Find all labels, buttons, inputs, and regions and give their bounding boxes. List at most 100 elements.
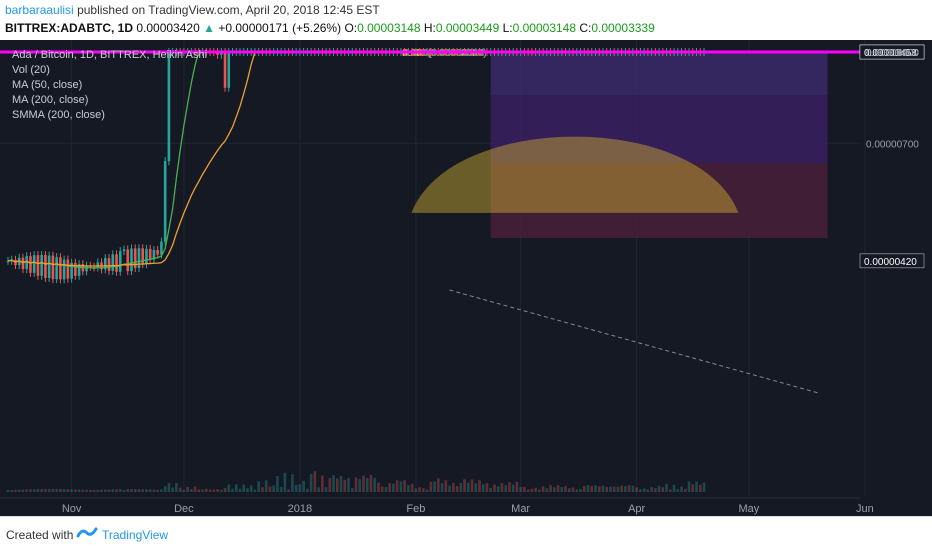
volume-bar: [582, 485, 586, 492]
volume-bar: [29, 489, 32, 492]
volume-bar: [264, 480, 268, 492]
volume-bar: [384, 487, 388, 492]
y-tick-label: 0.00004000: [866, 48, 919, 59]
volume-bar: [343, 479, 347, 492]
price-candle: [40, 254, 43, 276]
volume-bar: [553, 487, 556, 492]
volume-bar: [612, 486, 616, 492]
y-tick-label: 0.00009000: [866, 48, 919, 59]
volume-bar: [661, 487, 665, 492]
volume-bar: [575, 489, 579, 492]
volume-bar: [160, 489, 163, 492]
chart-area[interactable]: 4.236(0.00009499)3.618(0.00008357)2.618(…: [0, 40, 932, 516]
x-tick-label: Dec: [174, 503, 194, 515]
volume-bar: [579, 488, 582, 492]
price-tag-label: 0.00000420: [864, 257, 917, 268]
volume-bar: [657, 485, 661, 492]
price-candle: [92, 266, 96, 268]
volume-bar: [44, 489, 47, 492]
volume-bar: [493, 484, 496, 492]
y-tick-label: 0.00001200: [866, 48, 919, 59]
volume-bar: [32, 489, 36, 492]
volume-bar: [77, 489, 81, 492]
volume-bar: [564, 486, 567, 492]
volume-bar: [388, 483, 391, 492]
volume-bar: [392, 483, 395, 492]
footer-bar: Created with TradingView: [0, 516, 932, 551]
volume-bar: [440, 483, 444, 492]
volume-bar: [216, 488, 219, 492]
volume-bar: [231, 488, 234, 492]
volume-bar: [451, 482, 455, 492]
volume-bar: [373, 477, 377, 492]
volume-bar: [148, 489, 152, 492]
volume-bar: [485, 483, 489, 492]
volume-bar: [669, 489, 672, 492]
price-candle: [115, 254, 118, 272]
volume-bar: [691, 484, 695, 492]
y-tick-label: 0.00002400: [866, 48, 919, 59]
price-candle: [160, 241, 163, 255]
volume-bar: [186, 487, 189, 492]
x-tick-label: May: [739, 503, 760, 515]
volume-bar: [605, 486, 609, 492]
volume-bar: [500, 483, 504, 492]
volume-bar: [321, 475, 324, 492]
volume-bar: [455, 485, 459, 492]
volume-bar: [437, 478, 440, 492]
volume-bar: [205, 488, 208, 492]
volume-bar: [586, 485, 590, 492]
high-value: 0.00003449: [435, 21, 500, 35]
volume-bar: [399, 481, 403, 492]
volume-bar: [171, 487, 174, 492]
volume-bar: [680, 486, 683, 492]
volume-bar: [25, 489, 29, 492]
volume-bar: [36, 489, 40, 492]
price-candle: [77, 264, 81, 276]
volume-bar: [261, 487, 264, 492]
volume-bar: [6, 490, 10, 492]
volume-bar: [549, 485, 552, 492]
volume-bar: [698, 484, 702, 492]
volume-bar: [156, 489, 159, 492]
cup-pattern-shape: [411, 136, 739, 213]
volume-bar: [616, 486, 620, 492]
volume-bar: [474, 483, 478, 492]
volume-bar: [695, 481, 698, 492]
close-value: 0.00003339: [591, 21, 655, 35]
volume-bar: [197, 489, 201, 492]
volume-bar: [175, 483, 178, 492]
volume-bar: [358, 479, 362, 492]
price-candle: [103, 258, 107, 270]
price-candle: [133, 248, 137, 269]
tradingview-brand-link[interactable]: TradingView: [102, 528, 169, 542]
published-text: published on TradingView.com, April 20, …: [77, 3, 380, 17]
volume-bar: [242, 484, 246, 492]
volume-bar: [10, 489, 14, 492]
close-label: C:: [579, 21, 592, 35]
low-value: 0.00003148: [512, 21, 577, 35]
price-chart[interactable]: 4.236(0.00009499)3.618(0.00008357)2.618(…: [0, 40, 932, 516]
price-candle: [44, 254, 47, 278]
volume-bar: [627, 485, 631, 492]
volume-bar: [642, 488, 646, 492]
volume-bar: [118, 489, 122, 492]
last-price: 0.00003420: [136, 21, 200, 35]
volume-bar: [418, 487, 421, 492]
price-candle: [227, 52, 231, 88]
volume-bar: [111, 489, 115, 492]
volume-bar: [470, 479, 474, 492]
chart-header: barbaraaulisi published on TradingView.c…: [0, 0, 932, 40]
volume-bar: [508, 482, 511, 492]
volume-bar: [272, 485, 275, 492]
author-link[interactable]: barbaraaulisi: [5, 3, 74, 17]
volume-bar: [538, 489, 541, 492]
volume-bar: [302, 480, 305, 492]
volume-bar: [534, 487, 537, 492]
volume-bar: [133, 489, 137, 492]
volume-bar: [354, 477, 358, 492]
volume-bar: [234, 484, 238, 492]
volume-bar: [182, 489, 186, 492]
legend-entry: MA (50, close): [12, 79, 82, 91]
volume-bar: [601, 485, 605, 492]
